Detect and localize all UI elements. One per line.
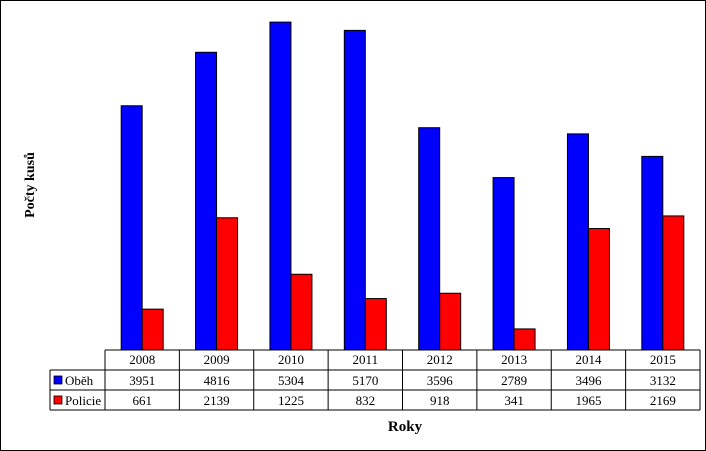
- y-axis-label: Počty kusů: [23, 152, 38, 218]
- bar-policie-2013: [513, 328, 536, 351]
- data-label-oběh-2015: 3132: [650, 373, 676, 388]
- legend-swatch-oběh: [53, 375, 63, 385]
- data-label-oběh-2010: 5304: [278, 373, 305, 388]
- data-label-policie-2015: 2169: [650, 393, 676, 408]
- legend-label-oběh: Oběh: [65, 373, 94, 388]
- bar-policie-2015: [662, 215, 685, 351]
- data-label-policie-2013: 341: [504, 393, 524, 408]
- bar-oběh-2008: [120, 105, 143, 351]
- legend-label-policie: Policie: [65, 393, 101, 408]
- bar-oběh-2010: [269, 21, 292, 351]
- bar-policie-2008: [141, 308, 164, 351]
- bar-policie-2011: [364, 298, 387, 351]
- category-label-2011: 2011: [353, 352, 379, 367]
- bar-policie-2014: [587, 228, 610, 351]
- bars-group: [120, 21, 685, 351]
- data-label-oběh-2014: 3496: [575, 373, 602, 388]
- bar-oběh-2014: [566, 133, 589, 351]
- legend-swatch-policie: [53, 395, 63, 405]
- bar-oběh-2009: [195, 51, 218, 351]
- data-label-policie-2014: 1965: [575, 393, 601, 408]
- data-label-policie-2008: 661: [132, 393, 152, 408]
- data-label-policie-2009: 2139: [204, 393, 230, 408]
- data-table: 2008 2009 2010 2011 2012 2013 2014 2015 Oběh 3951…: [49, 349, 701, 411]
- bar-oběh-2012: [418, 127, 441, 351]
- bar-oběh-2015: [641, 155, 664, 351]
- data-label-oběh-2009: 4816: [204, 373, 231, 388]
- data-label-policie-2012: 918: [430, 393, 450, 408]
- bar-policie-2009: [216, 217, 239, 351]
- bar-oběh-2013: [492, 177, 515, 351]
- bar-policie-2012: [439, 292, 462, 351]
- data-label-policie-2011: 832: [356, 393, 376, 408]
- data-label-oběh-2013: 2789: [501, 373, 527, 388]
- category-label-2009: 2009: [204, 352, 230, 367]
- data-label-policie-2010: 1225: [278, 393, 304, 408]
- bar-oběh-2011: [343, 29, 366, 351]
- data-label-oběh-2011: 5170: [352, 373, 378, 388]
- data-label-oběh-2012: 3596: [427, 373, 454, 388]
- category-label-2015: 2015: [650, 352, 676, 367]
- data-label-oběh-2008: 3951: [129, 373, 155, 388]
- category-label-2010: 2010: [278, 352, 304, 367]
- category-label-2014: 2014: [575, 352, 602, 367]
- bar-policie-2010: [290, 273, 313, 351]
- category-label-2012: 2012: [427, 352, 453, 367]
- category-label-2008: 2008: [129, 352, 155, 367]
- category-label-2013: 2013: [501, 352, 527, 367]
- x-axis-label: Roky: [388, 419, 423, 435]
